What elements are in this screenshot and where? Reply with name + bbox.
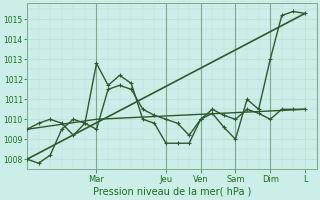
X-axis label: Pression niveau de la mer( hPa ): Pression niveau de la mer( hPa ) [92,187,251,197]
